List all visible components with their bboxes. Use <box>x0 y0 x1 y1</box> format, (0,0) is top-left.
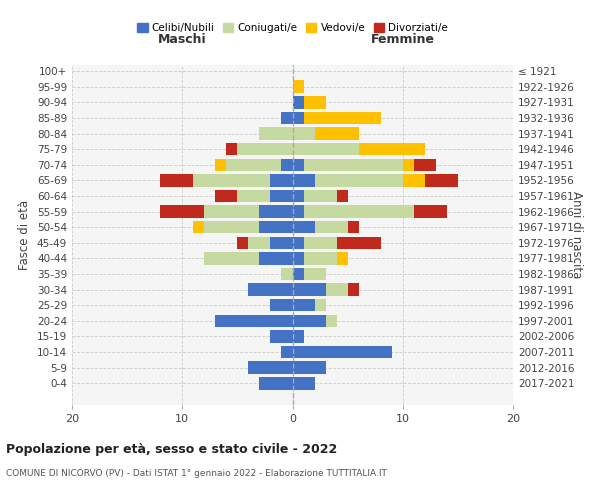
Bar <box>414 206 447 218</box>
Bar <box>293 128 314 140</box>
Bar <box>215 190 238 202</box>
Bar <box>281 346 293 358</box>
Bar <box>293 190 304 202</box>
Bar <box>238 236 248 249</box>
Text: Popolazione per età, sesso e stato civile - 2022: Popolazione per età, sesso e stato civil… <box>6 442 337 456</box>
Bar <box>304 236 337 249</box>
Bar <box>293 143 359 156</box>
Bar <box>304 206 414 218</box>
Bar <box>226 143 238 156</box>
Bar <box>347 221 359 234</box>
Bar <box>293 362 326 374</box>
Bar <box>293 80 304 93</box>
Bar <box>304 190 337 202</box>
Bar <box>326 314 337 327</box>
Bar <box>347 284 359 296</box>
Bar <box>271 190 293 202</box>
Bar <box>204 252 259 264</box>
Bar <box>248 284 293 296</box>
Bar <box>314 174 403 186</box>
Bar <box>248 362 293 374</box>
Bar <box>314 128 359 140</box>
Y-axis label: Fasce di età: Fasce di età <box>19 200 31 270</box>
Bar <box>204 206 259 218</box>
Bar <box>293 299 314 312</box>
Bar <box>403 174 425 186</box>
Bar <box>304 252 337 264</box>
Bar <box>293 236 304 249</box>
Bar <box>271 174 293 186</box>
Bar <box>293 268 304 280</box>
Bar <box>248 236 271 249</box>
Bar <box>293 346 392 358</box>
Bar <box>271 236 293 249</box>
Bar <box>314 221 347 234</box>
Bar <box>293 377 314 390</box>
Y-axis label: Anni di nascita: Anni di nascita <box>570 192 583 278</box>
Bar <box>293 96 304 108</box>
Bar <box>293 174 314 186</box>
Bar <box>293 158 304 171</box>
Bar <box>160 206 204 218</box>
Bar <box>259 206 293 218</box>
Bar <box>193 174 271 186</box>
Bar <box>193 221 204 234</box>
Bar <box>259 377 293 390</box>
Bar <box>238 190 271 202</box>
Bar <box>304 112 381 124</box>
Bar <box>304 268 326 280</box>
Bar <box>259 252 293 264</box>
Bar <box>259 128 293 140</box>
Bar <box>304 158 403 171</box>
Bar <box>215 314 293 327</box>
Bar <box>337 190 347 202</box>
Bar <box>271 330 293 342</box>
Bar <box>414 158 436 171</box>
Text: COMUNE DI NICORVO (PV) - Dati ISTAT 1° gennaio 2022 - Elaborazione TUTTITALIA.IT: COMUNE DI NICORVO (PV) - Dati ISTAT 1° g… <box>6 469 387 478</box>
Bar <box>293 206 304 218</box>
Bar <box>293 284 326 296</box>
Bar <box>281 158 293 171</box>
Bar <box>281 268 293 280</box>
Bar <box>293 112 304 124</box>
Bar <box>293 221 314 234</box>
Bar <box>271 299 293 312</box>
Bar <box>293 252 304 264</box>
Bar <box>359 143 425 156</box>
Bar <box>259 221 293 234</box>
Bar <box>293 314 326 327</box>
Bar <box>226 158 281 171</box>
Text: Maschi: Maschi <box>158 33 206 46</box>
Legend: Celibi/Nubili, Coniugati/e, Vedovi/e, Divorziati/e: Celibi/Nubili, Coniugati/e, Vedovi/e, Di… <box>133 19 452 38</box>
Text: Femmine: Femmine <box>371 33 435 46</box>
Bar <box>160 174 193 186</box>
Bar <box>215 158 226 171</box>
Bar <box>326 284 347 296</box>
Bar <box>293 330 304 342</box>
Bar <box>314 299 326 312</box>
Bar <box>403 158 414 171</box>
Bar <box>304 96 326 108</box>
Bar <box>281 112 293 124</box>
Bar <box>337 236 381 249</box>
Bar <box>238 143 293 156</box>
Bar <box>204 221 259 234</box>
Bar <box>337 252 347 264</box>
Bar <box>425 174 458 186</box>
